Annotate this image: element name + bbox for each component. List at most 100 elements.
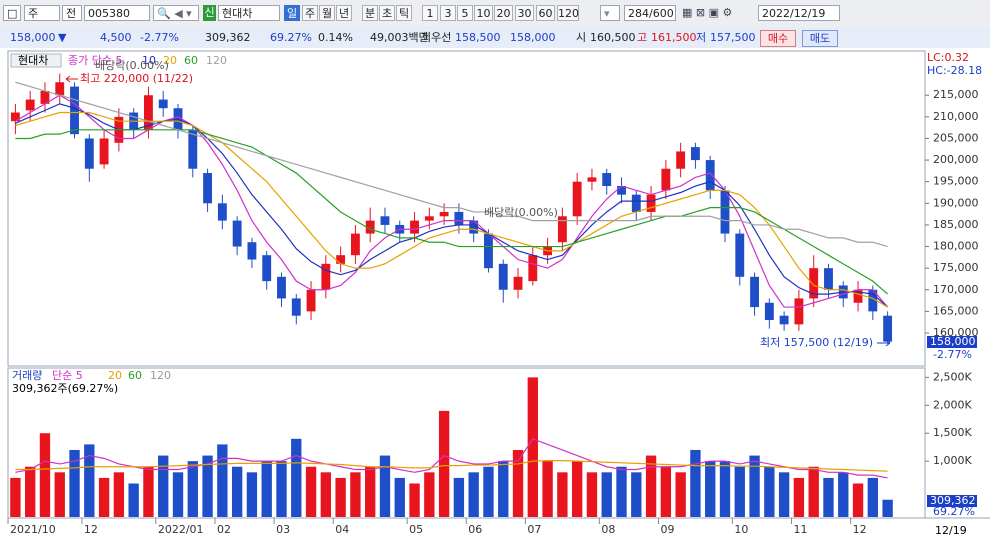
volume-bar [350, 472, 361, 517]
volume-bar [217, 444, 228, 517]
candle-body [498, 263, 508, 290]
toolbar: □ 주 전 005380 🔍 ◀ ▾ 신 현대차 ▾ 284/600 ▦ ⊠ ▣… [0, 0, 990, 28]
open: 160,500 [590, 31, 636, 44]
candle-body [365, 220, 375, 234]
volume-bar [705, 461, 716, 517]
stock-name[interactable]: 현대차 [218, 5, 280, 21]
period-button[interactable]: 월 [319, 5, 335, 21]
y-tick-label: 165,000 [933, 304, 979, 317]
moving-average [15, 129, 889, 295]
candle-body [306, 289, 316, 312]
volume-average [15, 459, 888, 472]
volume-bar [498, 461, 509, 517]
period-button[interactable]: 주 [302, 5, 318, 21]
candle-body [779, 315, 789, 325]
y-tick-label: 205,000 [933, 131, 979, 144]
scope-select[interactable]: 전 [62, 5, 82, 21]
period-button[interactable]: 년 [336, 5, 352, 21]
volume-bar [808, 466, 819, 517]
title-box [10, 53, 62, 68]
code-input[interactable]: 005380 [84, 5, 150, 21]
volume-bar [867, 477, 878, 517]
y-tick-label: 1,000K [933, 454, 972, 467]
y-tick-label: 160,000 [933, 326, 979, 339]
legend-entry: 20 [108, 369, 122, 382]
period-button[interactable]: 틱 [396, 5, 412, 21]
interval-button[interactable]: 30 [515, 5, 534, 21]
rate: -2.77% [140, 31, 179, 44]
candle-body [158, 99, 168, 109]
volume-bar [69, 449, 80, 517]
y-tick-label: 2,500K [933, 370, 972, 383]
volume-bar [778, 472, 790, 517]
sell-button[interactable]: 매도 [802, 30, 838, 47]
interval-button[interactable]: 3 [440, 5, 456, 21]
last-volume-label: 309,362 [930, 494, 976, 507]
x-tick-label: 12 [84, 523, 98, 536]
candle-body [824, 268, 833, 290]
x-tick-label: 06 [468, 523, 482, 536]
volume-bar [291, 438, 302, 517]
volume-bar [25, 466, 36, 517]
volume-bar [453, 477, 465, 517]
price: 158,000 [10, 31, 56, 44]
candle-body [764, 302, 774, 321]
tool-icons[interactable]: ▦ ⊠ ▣ ⚙ [682, 6, 733, 19]
volume-bar [54, 472, 65, 517]
candle-body [291, 298, 301, 316]
volume-bar [645, 455, 657, 517]
menu-icon[interactable]: □ [3, 5, 21, 21]
volume-bar [838, 472, 849, 517]
candle-body [321, 263, 331, 290]
candle-body [661, 168, 671, 191]
period-button[interactable]: 분 [362, 5, 378, 21]
y-tick-label: 200,000 [933, 153, 979, 166]
volume-bar [542, 461, 553, 517]
last-price-badge [927, 336, 977, 348]
date-input[interactable]: 2022/12/19 [758, 5, 840, 21]
buy-button[interactable]: 매수 [760, 30, 796, 47]
x-tick-label: 07 [527, 523, 541, 536]
volume-bar [557, 472, 568, 517]
period-button[interactable]: 초 [379, 5, 395, 21]
interval-button[interactable]: 60 [536, 5, 555, 21]
volume-bar [690, 449, 701, 517]
interval-button[interactable]: 10 [474, 5, 493, 21]
candle-body [144, 95, 153, 130]
market-select[interactable]: 주 [24, 5, 60, 21]
volume-bar [631, 472, 642, 517]
legend-entry: 120 [150, 369, 171, 382]
x-tick-label: 08 [601, 523, 615, 536]
interval-button[interactable]: 5 [457, 5, 473, 21]
moving-average [15, 81, 888, 248]
y-tick-label: 180,000 [933, 240, 979, 253]
volume-bar [571, 461, 583, 517]
volume-bar [660, 466, 672, 517]
x-tick-label: 11 [794, 523, 808, 536]
y-tick-label: 1,500K [933, 426, 972, 439]
dropdown[interactable]: ▾ [600, 5, 620, 21]
interval-button[interactable]: 20 [494, 5, 513, 21]
interval-button[interactable]: 1 [422, 5, 438, 21]
interval-button[interactable]: 120 [557, 5, 579, 21]
volume-bar [438, 410, 450, 517]
search-icons[interactable]: 🔍 ◀ ▾ [153, 5, 199, 21]
candle-body [587, 177, 597, 182]
volume-bar [749, 455, 760, 517]
candle-body [336, 255, 346, 264]
corner-date: 12/19 [935, 524, 967, 537]
volume-bar [675, 472, 686, 517]
x-tick-label: 09 [660, 523, 674, 536]
period-button[interactable]: 일 [284, 5, 300, 21]
candle-body [572, 181, 582, 217]
candle-body [484, 233, 493, 269]
turnover-rate: 0.14% [318, 31, 353, 44]
y-tick-label: 170,000 [933, 283, 979, 296]
volume-average [15, 438, 888, 479]
volume-bar [246, 472, 258, 517]
x-tick-label: 2021/10 [10, 523, 56, 536]
volume: 309,362 [205, 31, 251, 44]
price-title: 현대차 [18, 54, 48, 67]
candle-body [469, 220, 479, 234]
count[interactable]: 284/600 [624, 5, 676, 21]
